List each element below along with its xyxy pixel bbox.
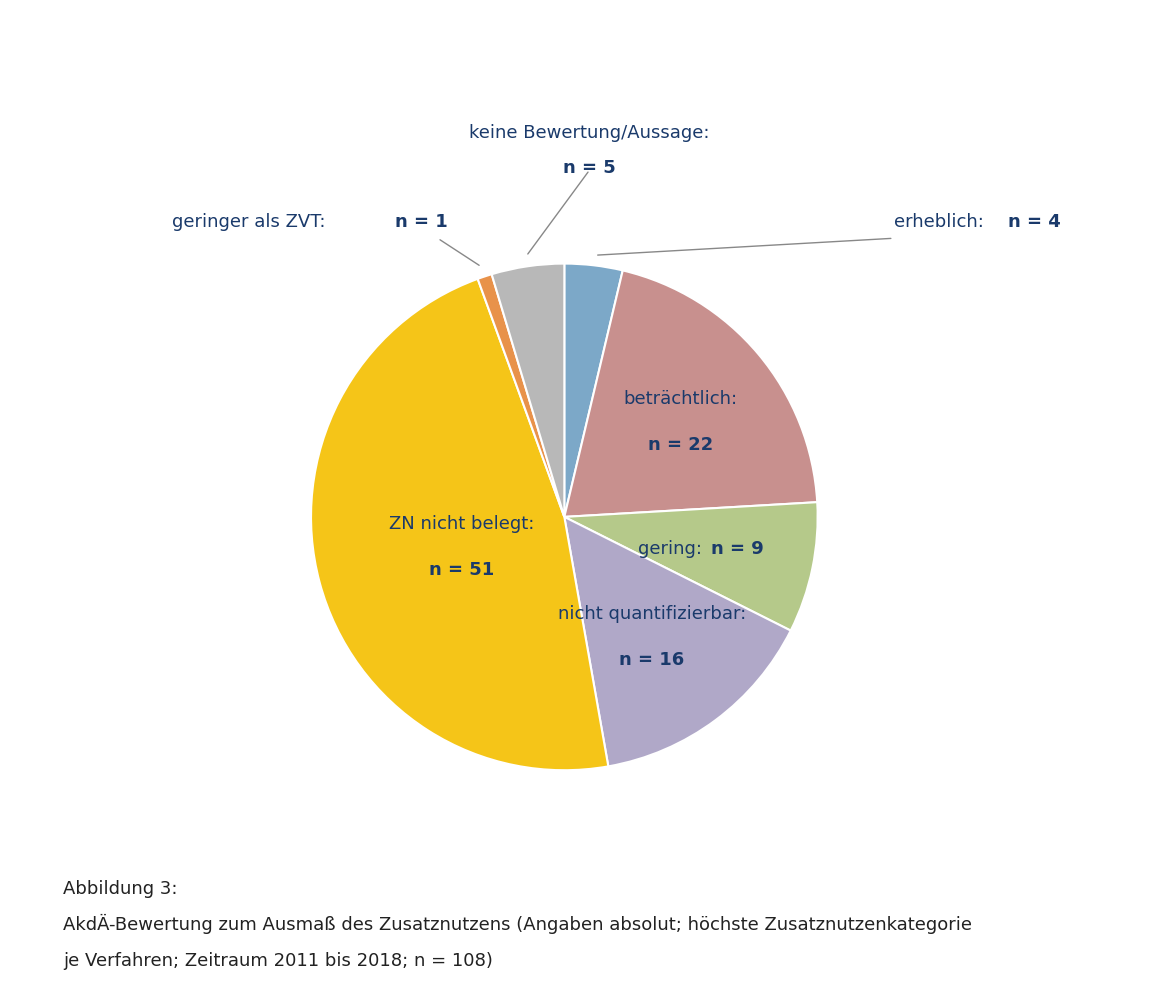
- Text: AkdÄ-Bewertung zum Ausmaß des Zusatznutzens (Angaben absolut; höchste Zusatznutz: AkdÄ-Bewertung zum Ausmaß des Zusatznutz…: [63, 915, 973, 934]
- Text: Abbildung 3:: Abbildung 3:: [63, 880, 178, 898]
- Text: keine Bewertung/Aussage:: keine Bewertung/Aussage:: [470, 124, 710, 142]
- Text: gering:: gering:: [638, 540, 709, 558]
- Text: n = 5: n = 5: [563, 160, 616, 178]
- Text: n = 1: n = 1: [395, 212, 448, 231]
- Text: ZN nicht belegt:: ZN nicht belegt:: [389, 515, 534, 533]
- Text: n = 51: n = 51: [429, 560, 494, 578]
- Text: beträchtlich:: beträchtlich:: [623, 390, 737, 408]
- Text: geringer als ZVT:: geringer als ZVT:: [172, 212, 331, 231]
- Wedge shape: [564, 264, 623, 517]
- Text: n = 16: n = 16: [620, 651, 684, 669]
- Wedge shape: [478, 274, 564, 517]
- Text: nicht quantifizierbar:: nicht quantifizierbar:: [557, 605, 747, 624]
- Text: je Verfahren; Zeitraum 2011 bis 2018; n = 108): je Verfahren; Zeitraum 2011 bis 2018; n …: [63, 952, 494, 970]
- Text: erheblich:: erheblich:: [893, 212, 989, 231]
- Text: n = 22: n = 22: [649, 435, 713, 453]
- Text: n = 4: n = 4: [1007, 212, 1061, 231]
- Wedge shape: [564, 517, 790, 767]
- Wedge shape: [492, 264, 564, 517]
- Wedge shape: [312, 279, 608, 770]
- Text: n = 9: n = 9: [711, 540, 763, 558]
- Wedge shape: [564, 502, 818, 631]
- Wedge shape: [564, 271, 817, 517]
